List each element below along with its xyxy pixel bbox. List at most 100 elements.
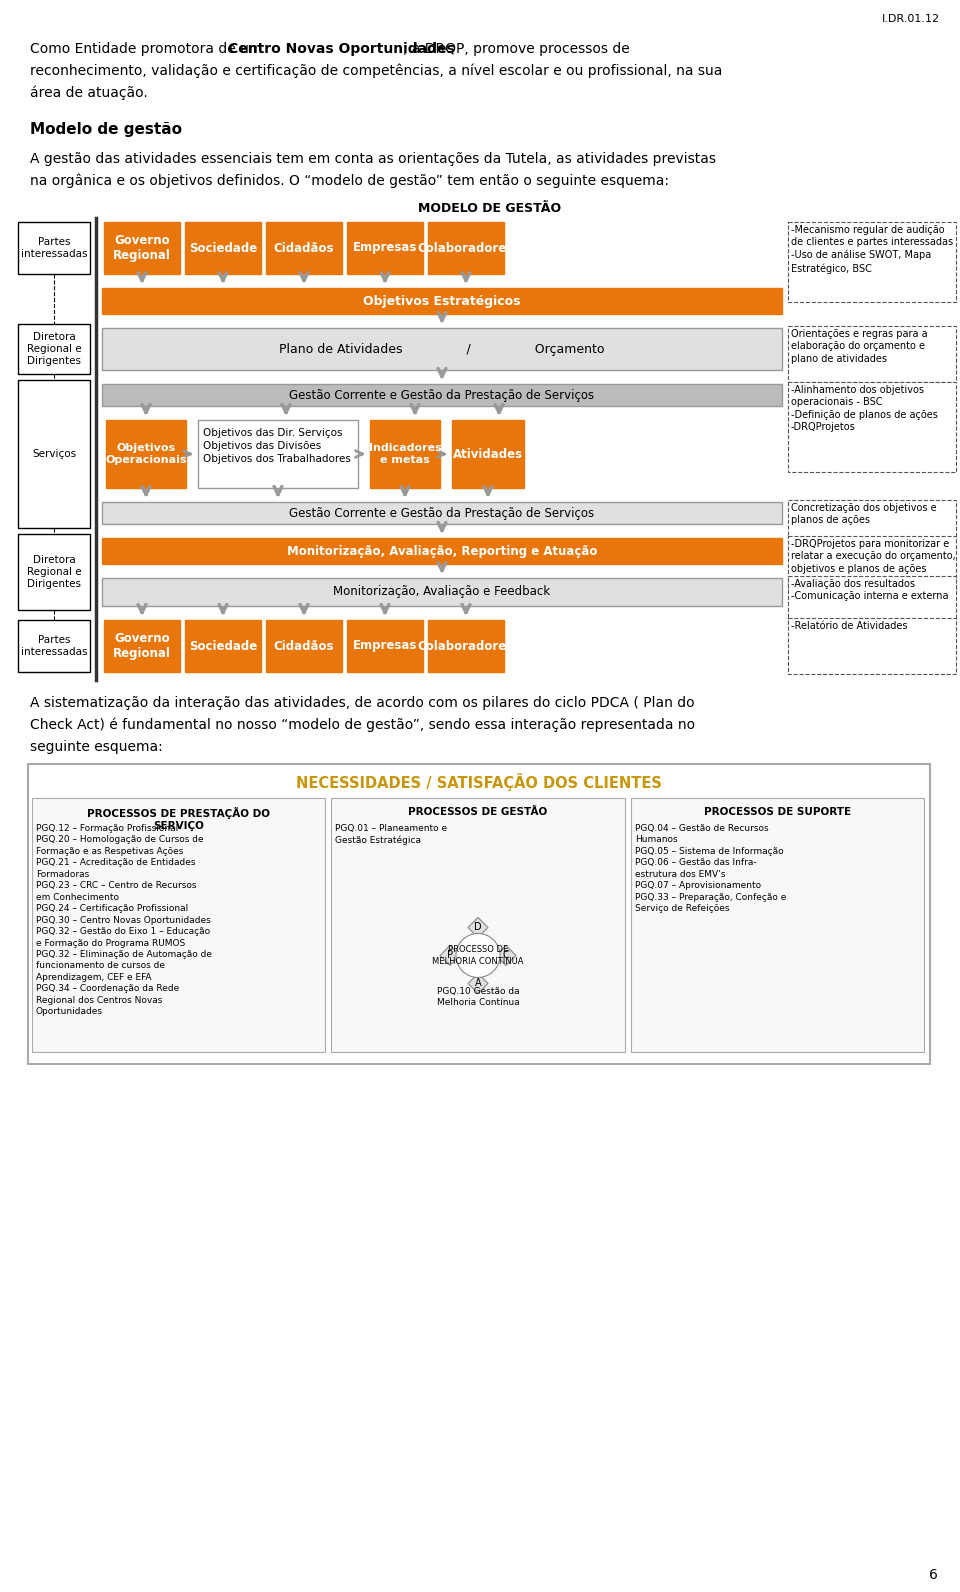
FancyBboxPatch shape — [428, 619, 504, 672]
Text: Colaboradores: Colaboradores — [418, 640, 515, 653]
Polygon shape — [468, 973, 488, 993]
FancyBboxPatch shape — [102, 288, 782, 314]
Text: reconhecimento, validação e certificação de competências, a nível escolar e ou p: reconhecimento, validação e certificação… — [30, 64, 722, 78]
Text: A: A — [474, 979, 481, 989]
Text: Colaboradores: Colaboradores — [418, 242, 515, 255]
Text: PGQ.12 – Formação Profissional
PGQ.20 – Homologação de Cursos de
Formação e as R: PGQ.12 – Formação Profissional PGQ.20 – … — [36, 825, 212, 1016]
FancyBboxPatch shape — [788, 326, 956, 382]
Text: Gestão Corrente e Gestão da Prestação de Serviços: Gestão Corrente e Gestão da Prestação de… — [289, 506, 594, 519]
Text: Indicadores
e metas: Indicadores e metas — [369, 443, 442, 465]
Text: PROCESSOS DE GESTÃO: PROCESSOS DE GESTÃO — [408, 807, 547, 817]
Text: Cidadãos: Cidadãos — [274, 640, 334, 653]
FancyBboxPatch shape — [788, 382, 956, 471]
Text: Check Act) é fundamental no nosso “modelo de gestão”, sendo essa interação repre: Check Act) é fundamental no nosso “model… — [30, 718, 695, 732]
Text: , a DRQP, promove processos de: , a DRQP, promove processos de — [403, 41, 630, 56]
Text: Empresas: Empresas — [353, 242, 418, 255]
FancyBboxPatch shape — [788, 618, 956, 673]
Text: Como Entidade promotora de um: Como Entidade promotora de um — [30, 41, 267, 56]
Text: -Relatório de Atividades: -Relatório de Atividades — [791, 621, 907, 630]
FancyBboxPatch shape — [452, 420, 524, 489]
FancyBboxPatch shape — [788, 537, 956, 591]
Text: Serviços: Serviços — [32, 449, 76, 458]
FancyBboxPatch shape — [788, 221, 956, 302]
Polygon shape — [468, 917, 488, 938]
Circle shape — [456, 933, 500, 977]
Text: Governo
Regional: Governo Regional — [113, 234, 171, 263]
FancyBboxPatch shape — [198, 420, 358, 489]
FancyBboxPatch shape — [370, 420, 440, 489]
Text: Concretização dos objetivos e
planos de ações: Concretização dos objetivos e planos de … — [791, 503, 937, 525]
FancyBboxPatch shape — [102, 384, 782, 406]
FancyBboxPatch shape — [18, 325, 90, 374]
FancyBboxPatch shape — [331, 798, 625, 1052]
FancyBboxPatch shape — [347, 619, 423, 672]
Text: Monitorização, Avaliação e Feedback: Monitorização, Avaliação e Feedback — [333, 586, 551, 599]
Text: Diretora
Regional e
Dirigentes: Diretora Regional e Dirigentes — [27, 331, 82, 366]
FancyBboxPatch shape — [28, 764, 930, 1063]
FancyBboxPatch shape — [347, 221, 423, 274]
FancyBboxPatch shape — [102, 578, 782, 607]
Text: Atividades: Atividades — [453, 447, 523, 460]
Text: P: P — [447, 950, 453, 960]
Text: D: D — [474, 922, 482, 933]
FancyBboxPatch shape — [266, 221, 342, 274]
Text: Monitorização, Avaliação, Reporting e Atuação: Monitorização, Avaliação, Reporting e At… — [287, 544, 597, 557]
Text: A gestão das atividades essenciais tem em conta as orientações da Tutela, as ati: A gestão das atividades essenciais tem e… — [30, 151, 716, 166]
Text: PROCESSO DE
MELHORIA CONTÍNUA: PROCESSO DE MELHORIA CONTÍNUA — [432, 946, 524, 965]
FancyBboxPatch shape — [18, 619, 90, 672]
Polygon shape — [496, 946, 516, 965]
Text: PROCESSOS DE PRESTAÇÃO DO
SERVIÇO: PROCESSOS DE PRESTAÇÃO DO SERVIÇO — [87, 807, 270, 831]
Text: Orientações e regras para a
elaboração do orçamento e
plano de atividades: Orientações e regras para a elaboração d… — [791, 330, 927, 365]
Text: MODELO DE GESTÃO: MODELO DE GESTÃO — [419, 202, 562, 215]
Text: Sociedade: Sociedade — [189, 640, 257, 653]
Text: Objetivos Estratégicos: Objetivos Estratégicos — [363, 295, 520, 307]
Text: Diretora
Regional e
Dirigentes: Diretora Regional e Dirigentes — [27, 554, 82, 589]
Text: seguinte esquema:: seguinte esquema: — [30, 740, 163, 755]
Text: Objetivos
Operacionais: Objetivos Operacionais — [106, 443, 187, 465]
FancyBboxPatch shape — [102, 538, 782, 564]
Text: Empresas: Empresas — [353, 640, 418, 653]
FancyBboxPatch shape — [106, 420, 186, 489]
FancyBboxPatch shape — [18, 380, 90, 529]
Text: PROCESSOS DE SUPORTE: PROCESSOS DE SUPORTE — [704, 807, 851, 817]
Text: Sociedade: Sociedade — [189, 242, 257, 255]
Text: -Mecanismo regular de audição
de clientes e partes interessadas
-Uso de análise : -Mecanismo regular de audição de cliente… — [791, 224, 953, 274]
Text: Partes
interessadas: Partes interessadas — [21, 635, 87, 657]
Text: Gestão Corrente e Gestão da Prestação de Serviços: Gestão Corrente e Gestão da Prestação de… — [289, 388, 594, 401]
FancyBboxPatch shape — [428, 221, 504, 274]
Text: área de atuação.: área de atuação. — [30, 86, 148, 100]
Text: -Avaliação dos resultados
-Comunicação interna e externa: -Avaliação dos resultados -Comunicação i… — [791, 579, 948, 602]
Text: Centro Novas Oportunidades: Centro Novas Oportunidades — [228, 41, 455, 56]
Text: A sistematização da interação das atividades, de acordo com os pilares do ciclo : A sistematização da interação das ativid… — [30, 696, 695, 710]
Text: na orgânica e os objetivos definidos. O “modelo de gestão” tem então o seguinte : na orgânica e os objetivos definidos. O … — [30, 174, 669, 188]
Text: Partes
interessadas: Partes interessadas — [21, 237, 87, 259]
FancyBboxPatch shape — [32, 798, 325, 1052]
Text: I.DR.01.12: I.DR.01.12 — [882, 14, 940, 24]
Text: Objetivos das Dir. Serviços
Objetivos das Divisões
Objetivos dos Trabalhadores: Objetivos das Dir. Serviços Objetivos da… — [203, 428, 350, 465]
Text: C: C — [503, 950, 510, 960]
FancyBboxPatch shape — [266, 619, 342, 672]
Text: PGQ.01 – Planeamento e
Gestão Estratégica: PGQ.01 – Planeamento e Gestão Estratégic… — [335, 825, 447, 845]
Text: Modelo de gestão: Modelo de gestão — [30, 123, 182, 137]
Text: NECESSIDADES / SATISFAÇÃO DOS CLIENTES: NECESSIDADES / SATISFAÇÃO DOS CLIENTES — [296, 774, 662, 791]
Text: -Alinhamento dos objetivos
operacionais - BSC
-Definição de planos de ações
-DRQ: -Alinhamento dos objetivos operacionais … — [791, 385, 938, 431]
FancyBboxPatch shape — [788, 576, 956, 619]
FancyBboxPatch shape — [18, 221, 90, 274]
Text: PGQ.10 Gestão da
Melhoria Contínua: PGQ.10 Gestão da Melhoria Contínua — [437, 987, 519, 1006]
Text: Governo
Regional: Governo Regional — [113, 632, 171, 661]
FancyBboxPatch shape — [18, 533, 90, 610]
Text: Plano de Atividades                /                Orçamento: Plano de Atividades / Orçamento — [279, 342, 605, 355]
FancyBboxPatch shape — [104, 619, 180, 672]
Polygon shape — [440, 946, 460, 965]
FancyBboxPatch shape — [631, 798, 924, 1052]
Text: 6: 6 — [929, 1568, 938, 1582]
FancyBboxPatch shape — [185, 221, 261, 274]
FancyBboxPatch shape — [102, 501, 782, 524]
FancyBboxPatch shape — [102, 328, 782, 369]
Text: -DRQProjetos para monitorizar e
relatar a execução do orçamento,
objetivos e pla: -DRQProjetos para monitorizar e relatar … — [791, 540, 956, 573]
FancyBboxPatch shape — [788, 500, 956, 538]
Text: Cidadãos: Cidadãos — [274, 242, 334, 255]
FancyBboxPatch shape — [104, 221, 180, 274]
FancyBboxPatch shape — [185, 619, 261, 672]
Text: PGQ.04 – Gestão de Recursos
Humanos
PGQ.05 – Sistema de Informação
PGQ.06 – Gest: PGQ.04 – Gestão de Recursos Humanos PGQ.… — [635, 825, 786, 914]
